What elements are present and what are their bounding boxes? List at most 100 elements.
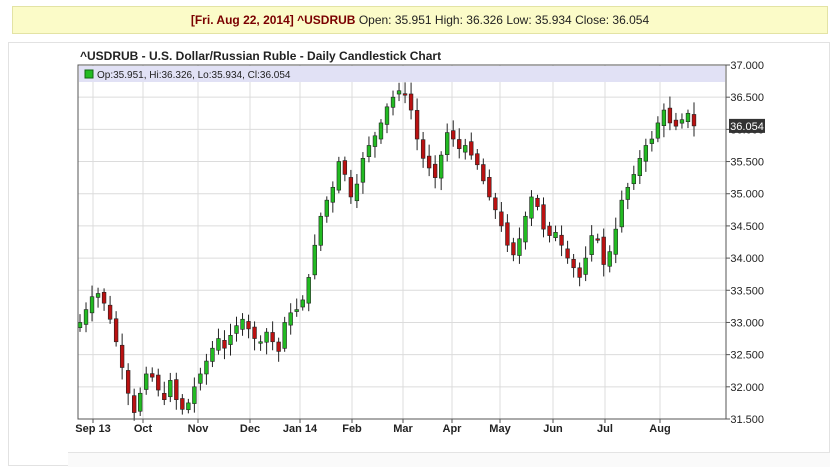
candle bbox=[294, 298, 299, 317]
candle bbox=[113, 311, 119, 347]
candle bbox=[168, 372, 173, 403]
candle-body bbox=[77, 322, 83, 328]
candle-body bbox=[264, 331, 269, 343]
candle bbox=[378, 119, 384, 144]
candle bbox=[162, 381, 167, 406]
x-tick-label: Oct bbox=[134, 423, 153, 435]
candle bbox=[234, 316, 239, 342]
candle bbox=[222, 330, 227, 360]
candle-body bbox=[113, 318, 119, 343]
candle bbox=[132, 388, 137, 421]
candle-body bbox=[234, 325, 239, 334]
candle-body bbox=[529, 196, 534, 219]
candle bbox=[505, 214, 510, 252]
candle-body bbox=[246, 321, 251, 330]
candle bbox=[150, 367, 155, 382]
candle bbox=[685, 109, 691, 129]
candle-body bbox=[481, 164, 486, 182]
candle-body bbox=[312, 244, 317, 276]
candle-body bbox=[571, 258, 576, 269]
legend-swatch bbox=[84, 69, 94, 79]
candle bbox=[312, 234, 317, 280]
candle-body bbox=[216, 338, 221, 351]
y-tick-label: 33.000 bbox=[730, 317, 764, 329]
quote-summary-bar: [Fri. Aug 22, 2014] ^USDRUB Open: 35.951… bbox=[12, 6, 828, 34]
x-tick-label: Jun bbox=[543, 423, 563, 435]
candle bbox=[282, 316, 287, 352]
candle-body bbox=[463, 145, 468, 153]
candle bbox=[366, 136, 372, 163]
candle-body bbox=[119, 344, 125, 368]
candle-body bbox=[318, 215, 323, 246]
candle bbox=[396, 82, 402, 102]
bottom-strip bbox=[68, 452, 830, 467]
candle-body bbox=[198, 373, 203, 384]
candle-body bbox=[396, 90, 402, 95]
candle bbox=[258, 335, 263, 351]
candle bbox=[565, 240, 570, 264]
candle bbox=[144, 366, 149, 395]
candle bbox=[631, 165, 636, 190]
candle bbox=[547, 221, 552, 243]
quote-open-value: 35.951 bbox=[394, 13, 432, 27]
y-tick-label: 33.500 bbox=[730, 285, 764, 297]
candle-body bbox=[372, 135, 378, 147]
candle-body bbox=[553, 232, 558, 239]
candle-body bbox=[685, 112, 691, 122]
candle bbox=[180, 394, 185, 415]
candle-body bbox=[487, 177, 492, 198]
candle-body bbox=[125, 370, 131, 394]
candle-body bbox=[180, 398, 185, 410]
candle bbox=[306, 273, 311, 312]
x-tick-label: Dec bbox=[240, 423, 260, 435]
candle-body bbox=[288, 312, 293, 326]
y-tick-label: 37.000 bbox=[730, 60, 764, 72]
candle bbox=[276, 337, 281, 362]
candle-body bbox=[499, 211, 504, 227]
candle-body bbox=[643, 145, 649, 162]
candles bbox=[77, 82, 697, 421]
candle-body bbox=[493, 197, 498, 211]
candle-body bbox=[378, 122, 384, 140]
y-tick-label: 34.000 bbox=[730, 253, 764, 265]
candle-body bbox=[228, 335, 233, 345]
candle bbox=[83, 302, 89, 333]
candle bbox=[246, 314, 251, 339]
candle bbox=[571, 253, 576, 278]
candle bbox=[125, 363, 131, 406]
x-tick-label: Feb bbox=[342, 423, 362, 435]
candle bbox=[601, 228, 606, 277]
candle-body bbox=[631, 174, 636, 185]
candle-body bbox=[619, 199, 624, 228]
candle bbox=[372, 131, 378, 158]
candle-body bbox=[445, 132, 450, 155]
candle bbox=[589, 225, 594, 262]
candle-body bbox=[270, 332, 275, 343]
candle-body bbox=[469, 141, 474, 156]
candle-body bbox=[384, 106, 390, 125]
candle-body bbox=[517, 238, 522, 256]
candle-body bbox=[138, 392, 143, 412]
candle bbox=[523, 211, 528, 250]
candle-body bbox=[348, 177, 354, 198]
candle bbox=[264, 328, 269, 355]
candle-body bbox=[168, 380, 173, 398]
candle bbox=[595, 233, 600, 244]
candle bbox=[607, 245, 612, 273]
candle-body bbox=[667, 107, 673, 124]
candle-body bbox=[589, 235, 594, 255]
candle-body bbox=[402, 93, 408, 96]
candle bbox=[619, 190, 624, 233]
candle bbox=[101, 288, 107, 311]
candle bbox=[240, 313, 245, 336]
plot-border bbox=[77, 64, 727, 420]
candle-body bbox=[240, 318, 245, 330]
quote-close-label: Close: bbox=[575, 13, 610, 27]
candle-body bbox=[541, 204, 546, 230]
candle bbox=[360, 152, 366, 194]
candle-body bbox=[324, 199, 329, 217]
quote-high-label: High: bbox=[434, 13, 463, 27]
candle bbox=[541, 197, 546, 238]
candle-body bbox=[204, 360, 209, 375]
